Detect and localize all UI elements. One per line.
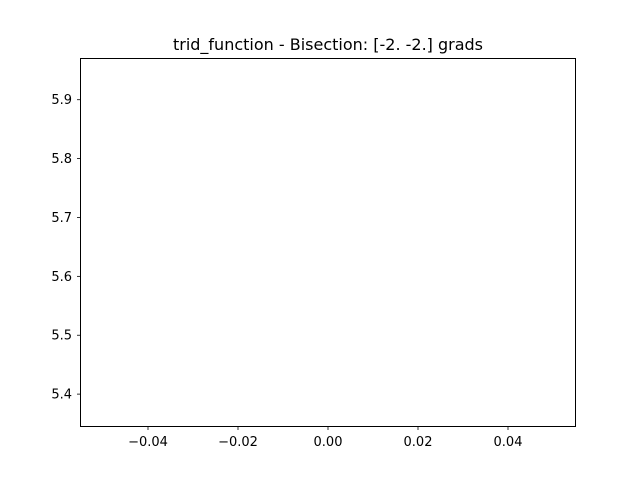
y-axis: 5.4 5.5 5.6 5.7 5.8 5.9 <box>51 93 81 403</box>
x-tick-label: 0.00 <box>314 435 343 450</box>
y-tick-label: 5.7 <box>51 211 72 226</box>
y-tick-label: 5.6 <box>51 270 72 285</box>
x-tick-label: 0.02 <box>404 435 433 450</box>
x-axis: −0.04 −0.02 0.00 0.02 0.04 <box>128 426 523 450</box>
y-tick-label: 5.9 <box>51 93 72 108</box>
x-tick-label: −0.04 <box>128 435 168 450</box>
y-tick-label: 5.5 <box>51 329 72 344</box>
plot-area <box>80 58 576 427</box>
y-tick-label: 5.4 <box>51 388 72 403</box>
y-tick-label: 5.8 <box>51 152 72 167</box>
x-tick-label: −0.02 <box>218 435 258 450</box>
chart-title: trid_function - Bisection: [-2. -2.] gra… <box>173 35 483 55</box>
x-tick-label: 0.04 <box>494 435 523 450</box>
